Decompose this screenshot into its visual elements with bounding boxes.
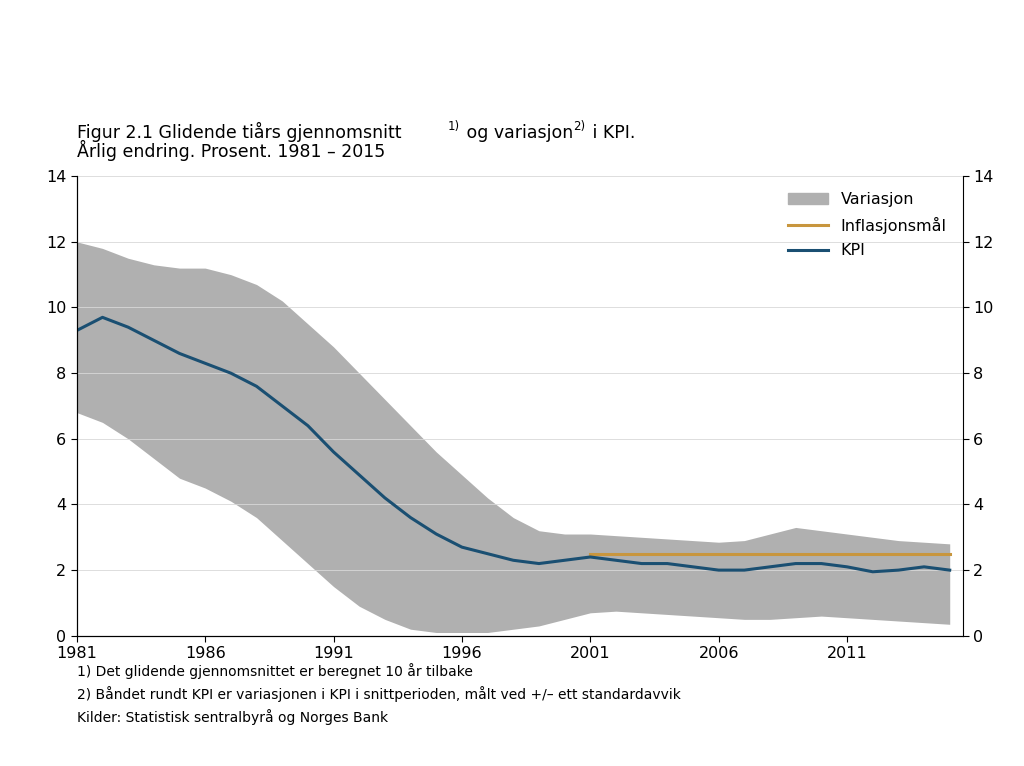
Text: 2) Båndet rundt KPI er variasjonen i KPI i snittperioden, målt ved +/– ett stand: 2) Båndet rundt KPI er variasjonen i KPI… xyxy=(77,686,681,702)
Text: 1): 1) xyxy=(447,119,460,133)
Text: og variasjon: og variasjon xyxy=(461,124,573,142)
Text: i KPI.: i KPI. xyxy=(587,124,635,142)
Text: 2): 2) xyxy=(573,119,586,133)
Text: 1) Det glidende gjennomsnittet er beregnet 10 år tilbake: 1) Det glidende gjennomsnittet er beregn… xyxy=(77,663,473,679)
Text: Årlig endring. Prosent. 1981 – 2015: Årlig endring. Prosent. 1981 – 2015 xyxy=(77,139,385,161)
Text: Figur 2.1 Glidende tiårs gjennomsnitt: Figur 2.1 Glidende tiårs gjennomsnitt xyxy=(77,122,401,142)
Text: Kilder: Statistisk sentralbyrå og Norges Bank: Kilder: Statistisk sentralbyrå og Norges… xyxy=(77,709,388,725)
Legend: Variasjon, Inflasjonsmål, KPI: Variasjon, Inflasjonsmål, KPI xyxy=(780,184,954,267)
